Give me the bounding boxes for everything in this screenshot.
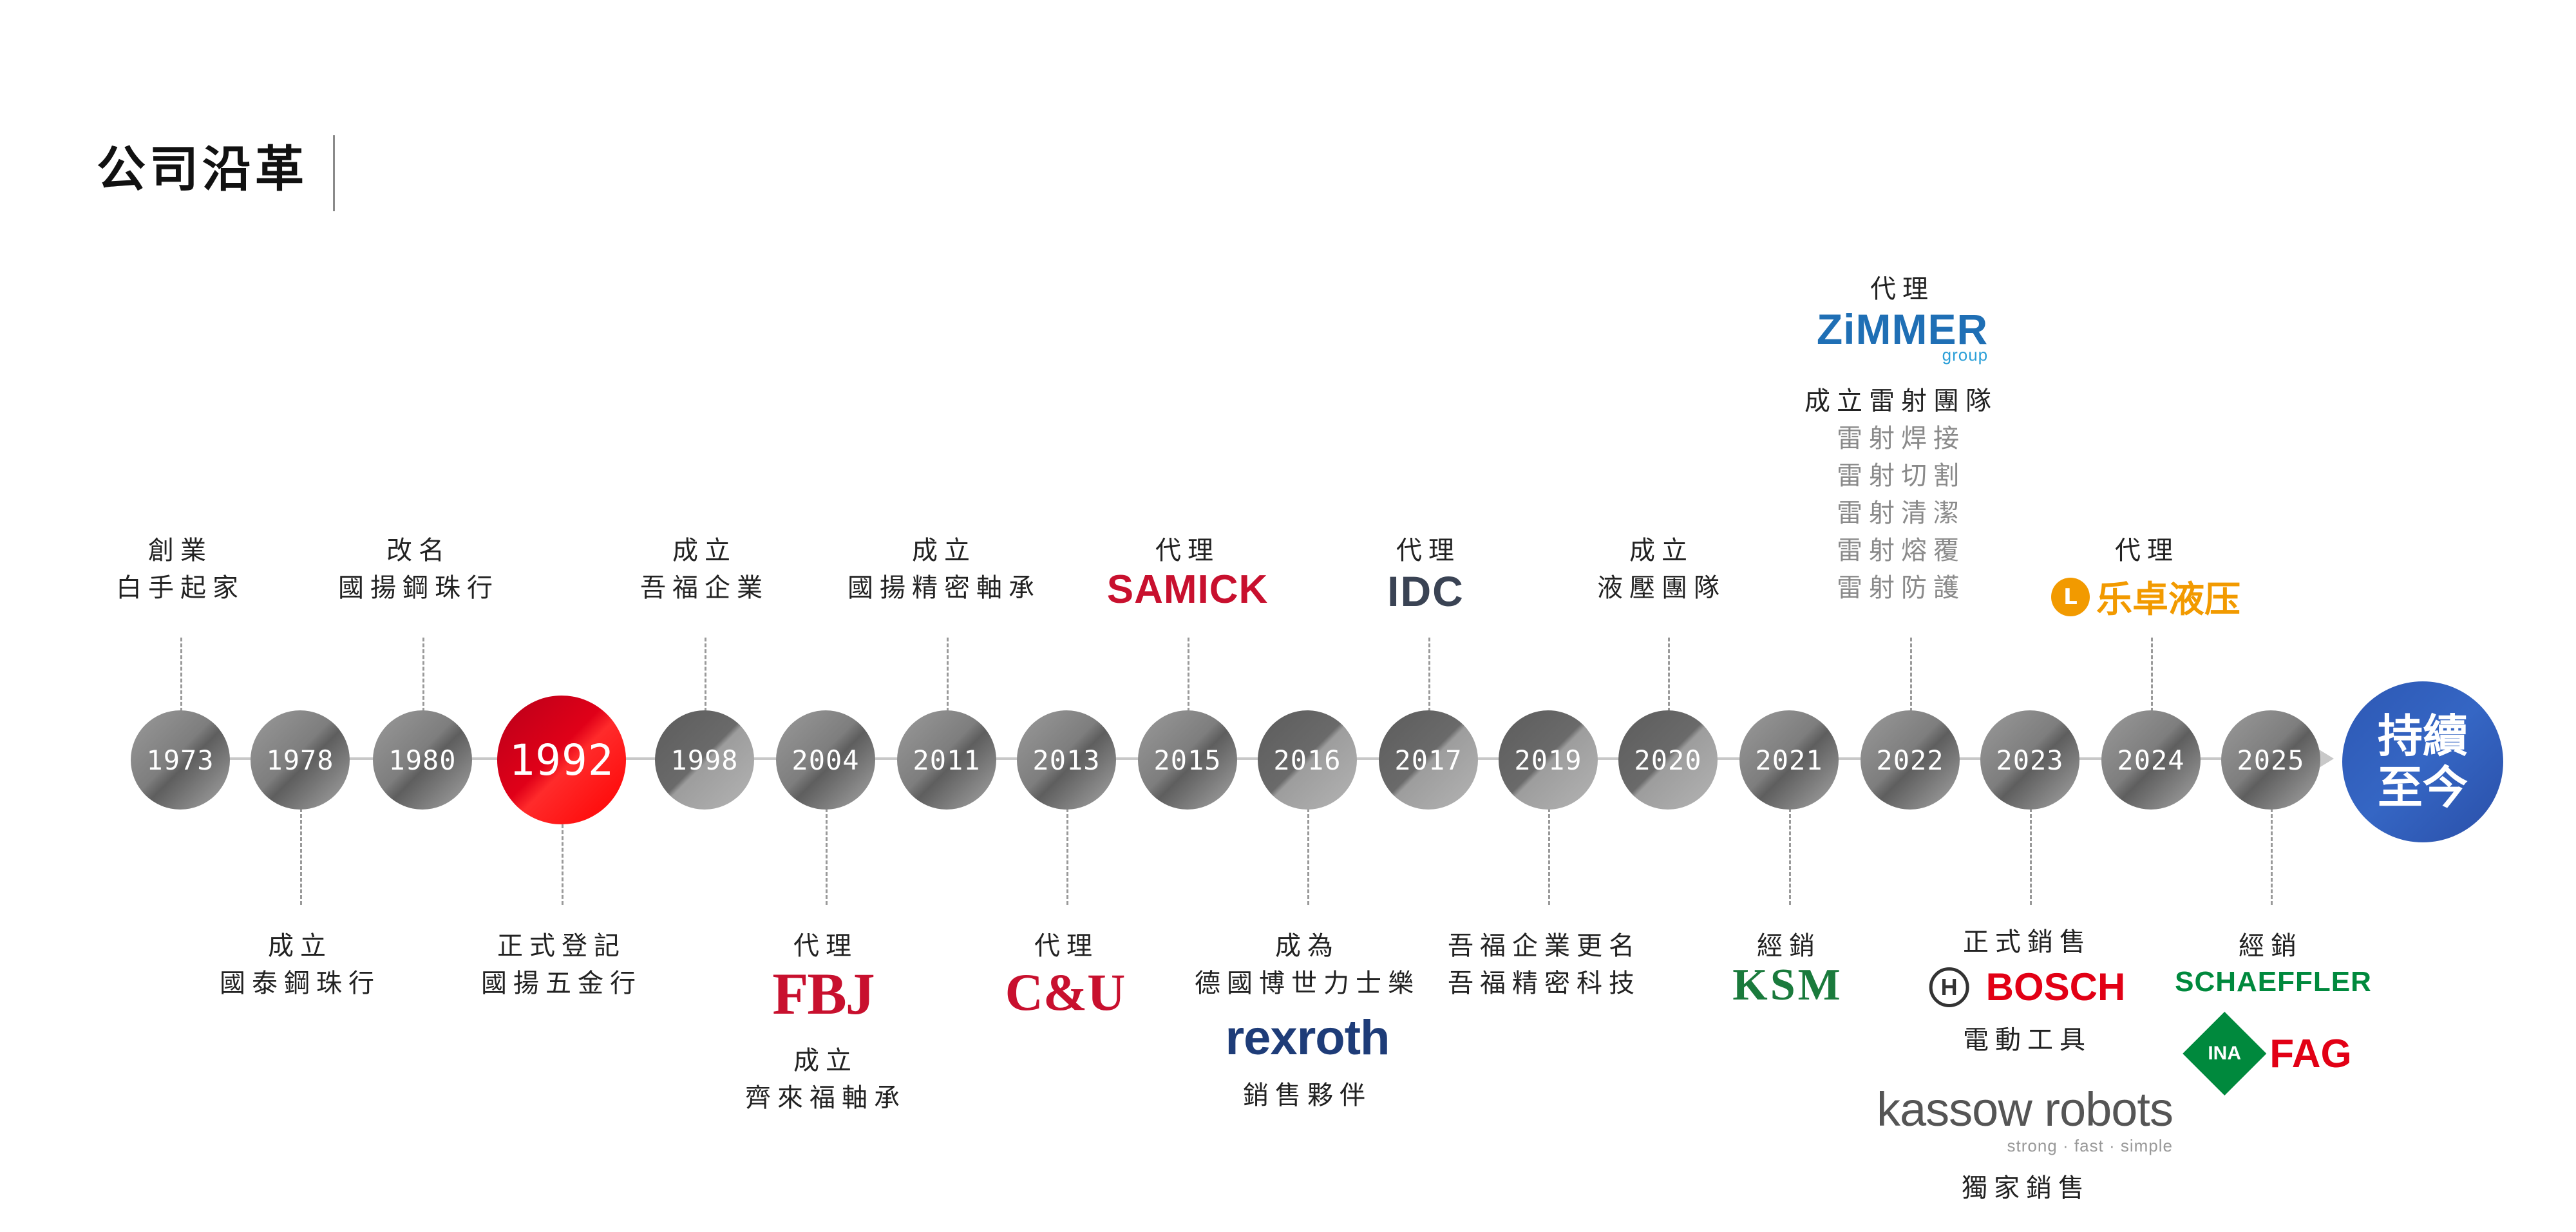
event-1973: 創業 白手起家 <box>116 536 245 603</box>
event-1998: 成立 吾福企業 <box>640 536 769 603</box>
kassow-robots-logo: kassow robots strong · fast · simple <box>1877 1083 2174 1155</box>
year-node-2017: 2017 <box>1379 710 1478 810</box>
event-2011: 成立 國揚精密軸承 <box>848 536 1041 603</box>
schaeffler-logo: SCHAEFFLER <box>2175 966 2372 998</box>
ina-diamond-icon: INA <box>2183 1011 2267 1096</box>
year-node-1992-highlight: 1992 <box>497 696 626 824</box>
year-node-2004: 2004 <box>776 710 875 810</box>
connector <box>1668 638 1670 712</box>
year-node-2025: 2025 <box>2221 710 2320 810</box>
year-node-1980: 1980 <box>373 710 472 810</box>
connector <box>1428 638 1430 712</box>
connector <box>562 824 564 905</box>
connector <box>826 808 828 905</box>
year-node-1998: 1998 <box>655 710 754 810</box>
page-title: 公司沿革 <box>97 140 308 198</box>
connector <box>2151 638 2153 712</box>
year-node-2011: 2011 <box>897 710 996 810</box>
samick-logo: SAMICK <box>1106 567 1269 612</box>
event-2004-label: 代理 <box>793 931 858 961</box>
fbj-logo: FBJ <box>772 961 875 1027</box>
year-node-2016: 2016 <box>1258 710 1357 810</box>
connector <box>705 638 706 712</box>
connector <box>422 638 424 712</box>
bosch-armature-icon: H <box>1929 967 1969 1007</box>
event-2023-line3: 獨家銷售 <box>1962 1173 2090 1203</box>
event-1992: 正式登記 國揚五金行 <box>481 931 642 998</box>
connector <box>1789 808 1791 905</box>
year-node-1978: 1978 <box>251 710 350 810</box>
event-2016-line3: 銷售夥伴 <box>1243 1081 1372 1110</box>
event-2023-line2: 電動工具 <box>1963 1025 2092 1055</box>
year-node-2023: 2023 <box>1980 710 2079 810</box>
event-2017-label: 代理 <box>1396 536 1461 565</box>
continuing-line1: 持續 <box>2378 709 2468 763</box>
event-2015-label: 代理 <box>1155 536 1220 565</box>
event-1980: 改名 國揚鋼珠行 <box>338 536 499 603</box>
event-2024-label: 代理 <box>2115 536 2179 565</box>
event-2023-label: 正式銷售 <box>1963 927 2092 957</box>
year-node-2015: 2015 <box>1138 710 1237 810</box>
fag-text: FAG <box>2269 1031 2352 1076</box>
kassow-tagline: strong · fast · simple <box>2007 1136 2173 1155</box>
continuing-line2: 至今 <box>2378 761 2468 814</box>
event-2019: 吾福企業更名 吾福精密科技 <box>1448 931 1641 998</box>
year-node-2024: 2024 <box>2101 710 2201 810</box>
connector <box>947 638 949 712</box>
zimmer-logo: ZiMMER group <box>1816 305 1989 365</box>
event-1978: 成立 國泰鋼珠行 <box>220 931 381 998</box>
connector <box>1188 638 1189 712</box>
event-2021-label: 經銷 <box>1757 931 1821 961</box>
idc-logo: IDC <box>1387 567 1464 615</box>
cu-logo: C&U <box>1005 963 1126 1021</box>
connector <box>1548 808 1550 905</box>
event-2020: 成立 液壓團隊 <box>1597 536 1726 603</box>
connector <box>2271 808 2273 905</box>
connector <box>180 638 182 712</box>
event-2022-label: 代理 <box>1870 274 1935 304</box>
event-2022-line2: 成立雷射團隊 <box>1804 386 1998 416</box>
year-node-2019: 2019 <box>1499 710 1598 810</box>
zimmer-logo-sub: group <box>1942 345 1989 365</box>
year-node-2022: 2022 <box>1861 710 1960 810</box>
event-2016: 成為 德國博世力士樂 <box>1195 931 1420 998</box>
year-node-2020: 2020 <box>1618 710 1718 810</box>
connector <box>2030 808 2032 905</box>
title-divider <box>333 135 335 211</box>
ksm-logo: KSM <box>1732 960 1843 1010</box>
connector <box>1910 638 1912 712</box>
year-node-2013: 2013 <box>1017 710 1116 810</box>
lezhuo-logo: L 乐卓液压 <box>2051 571 2240 623</box>
event-2013-label: 代理 <box>1034 931 1099 961</box>
event-2022-sub-items: 雷射焊接 雷射切割 雷射清潔 雷射熔覆 雷射防護 <box>1837 424 1965 603</box>
rexroth-logo: rexroth <box>1225 1010 1390 1065</box>
event-2004-line2: 成立 齊來福軸承 <box>745 1046 906 1113</box>
year-node-1973: 1973 <box>131 710 230 810</box>
lezhuo-badge-icon: L <box>2051 577 2090 616</box>
continuing-node: 持續 至今 <box>2342 681 2503 842</box>
event-2025-label: 經銷 <box>2239 931 2303 961</box>
connector <box>1066 808 1068 905</box>
year-node-2021: 2021 <box>1739 710 1839 810</box>
connector <box>1307 808 1309 905</box>
bosch-logo: H BOSCH <box>1929 965 2125 1009</box>
ina-fag-logo: INA FAG <box>2183 1011 2352 1096</box>
connector <box>300 808 302 905</box>
